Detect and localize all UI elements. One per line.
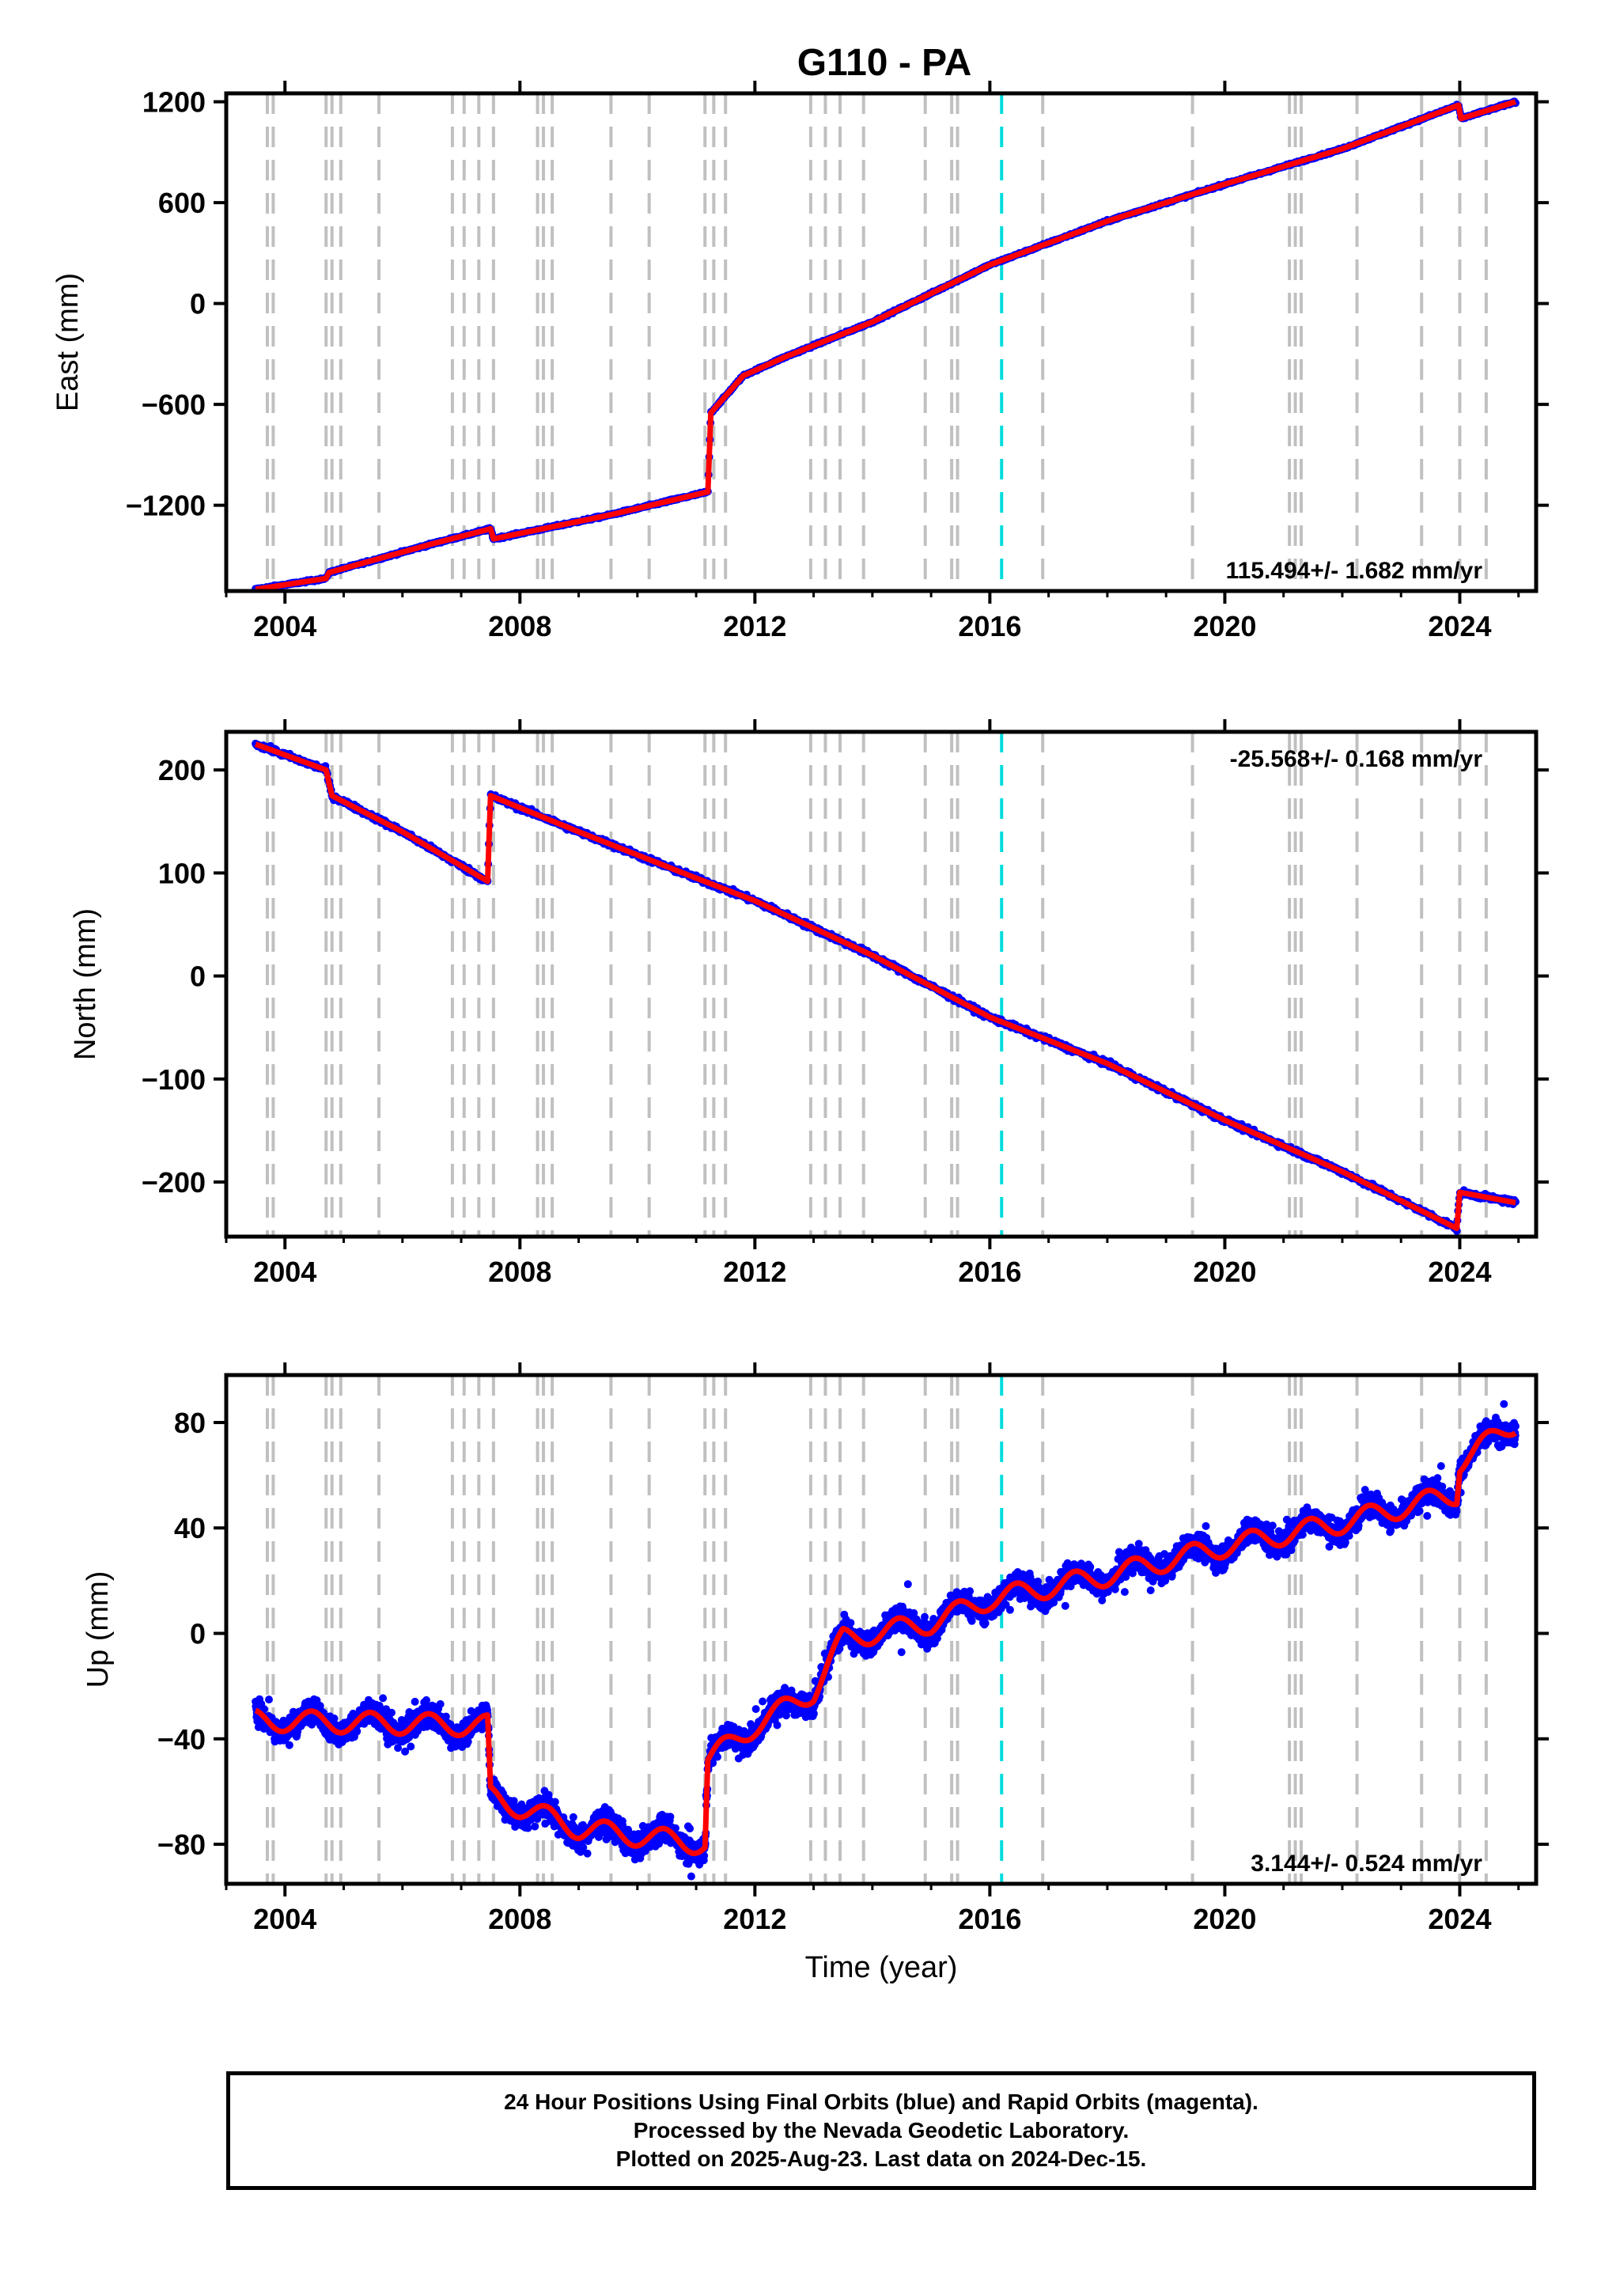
y-axis-label: North (mm) (69, 908, 102, 1060)
x-tick-label: 2008 (488, 1903, 551, 1935)
footer-box: 24 Hour Positions Using Final Orbits (bl… (226, 2071, 1536, 2190)
y-axis-label: East (mm) (51, 273, 85, 411)
y-tick-label: −1200 (126, 490, 206, 522)
y-tick-label: 40 (174, 1512, 206, 1544)
x-tick-label: 2012 (723, 610, 786, 642)
panels: 2004 2008 2012 2016 2020 2024 −1200 −600 0 600 120… (51, 81, 1549, 1984)
plot-area (252, 93, 1520, 591)
footer-line-1: 24 Hour Positions Using Final Orbits (bl… (504, 2090, 1258, 2114)
y-tick-label: −100 (142, 1063, 206, 1096)
panel-up: 2004 2008 2012 2016 2020 2024 −80 −40 0 40 80 Up (m… (81, 1362, 1549, 1984)
plot-area (252, 1375, 1520, 1884)
y-tick-label: 0 (190, 288, 206, 320)
y-tick-label: 80 (174, 1407, 206, 1439)
footer-line-3: Plotted on 2025-Aug-23. Last data on 202… (615, 2146, 1147, 2171)
x-tick-label: 2016 (958, 1903, 1021, 1935)
y-tick-label: 0 (190, 960, 206, 993)
y-tick-label: 1200 (142, 86, 206, 119)
data-points (252, 1400, 1520, 1881)
final-orbit-points (252, 739, 1520, 1235)
x-tick-label: 2020 (1193, 1903, 1256, 1935)
x-tick-label: 2016 (958, 610, 1021, 642)
footer-line-2: Processed by the Nevada Geodetic Laborat… (633, 2118, 1130, 2143)
x-tick-label: 2024 (1428, 1256, 1491, 1288)
chart-title: G110 - PA (797, 42, 972, 84)
y-tick-label: 100 (158, 857, 206, 889)
plot-area (252, 732, 1520, 1237)
y-tick-label: 200 (158, 754, 206, 786)
model-line (253, 99, 1518, 591)
y-tick-label: −40 (157, 1723, 206, 1756)
final-orbit-points (252, 1400, 1520, 1881)
x-tick-label: 2008 (488, 1256, 551, 1288)
x-tick-label: 2020 (1193, 1256, 1256, 1288)
velocity-label: 3.144+/- 0.524 mm/yr (1251, 1851, 1482, 1877)
y-axis-label: Up (mm) (81, 1571, 115, 1688)
x-tick-label: 2024 (1428, 610, 1491, 642)
y-tick-label: 600 (158, 187, 206, 219)
data-points (252, 97, 1520, 591)
x-tick-label: 2004 (253, 610, 316, 642)
y-tick-label: 0 (190, 1617, 206, 1650)
x-tick-label: 2008 (488, 610, 551, 642)
velocity-label: -25.568+/- 0.168 mm/yr (1230, 746, 1483, 772)
plot-frame (224, 729, 1539, 1239)
plot-frame (224, 1373, 1539, 1886)
x-tick-label: 2012 (723, 1903, 786, 1935)
x-tick-label: 2004 (253, 1256, 316, 1288)
model-line (253, 741, 1518, 1232)
model-line (253, 1427, 1518, 1857)
x-tick-label: 2004 (253, 1903, 316, 1935)
x-tick-label: 2020 (1193, 610, 1256, 642)
data-points (252, 739, 1520, 1235)
x-tick-label: 2024 (1428, 1903, 1491, 1935)
velocity-label: 115.494+/- 1.682 mm/yr (1226, 558, 1483, 584)
panel-north: 2004 2008 2012 2016 2020 2024 −200 −100 0 100 200 N… (69, 719, 1549, 1288)
x-tick-label: 2016 (958, 1256, 1021, 1288)
x-tick-label: 2012 (723, 1256, 786, 1288)
x-axis-label: Time (year) (805, 1951, 958, 1984)
y-tick-label: −200 (142, 1166, 206, 1199)
y-tick-label: −80 (157, 1828, 206, 1861)
plot-frame (224, 91, 1539, 593)
final-orbit-points (252, 97, 1520, 591)
y-tick-label: −600 (142, 388, 206, 421)
panel-east: 2004 2008 2012 2016 2020 2024 −1200 −600 0 600 120… (51, 81, 1549, 642)
